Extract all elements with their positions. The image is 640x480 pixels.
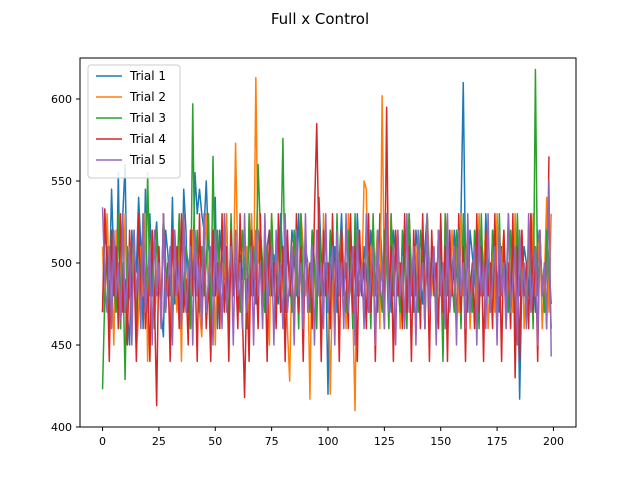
legend-label-trial-1: Trial 1	[129, 69, 166, 83]
y-tick-label: 500	[51, 257, 72, 270]
legend-box	[87, 64, 181, 179]
x-tick-label: 75	[265, 435, 279, 448]
chart-title: Full x Control	[271, 10, 369, 28]
y-tick-label: 600	[51, 93, 72, 106]
axes-layer: 0 25 50 75 100 125 150 175 200 400 450 500 550 600	[51, 93, 564, 448]
legend-label-trial-4: Trial 4	[129, 132, 166, 146]
y-tick-label: 450	[51, 339, 72, 352]
legend: Trial 1 Trial 2 Trial 3 Trial 4 Trial 5	[87, 64, 181, 179]
series-line-trial-4	[101, 106, 550, 407]
x-tick-label: 200	[543, 435, 564, 448]
x-tick-label: 150	[430, 435, 451, 448]
x-tick-label: 50	[208, 435, 222, 448]
x-tick-label: 25	[152, 435, 166, 448]
x-tick-label: 125	[374, 435, 395, 448]
series-layer	[101, 68, 552, 412]
x-tick-label: 100	[318, 435, 339, 448]
legend-label-trial-3: Trial 3	[129, 111, 166, 125]
y-tick-label: 550	[51, 175, 72, 188]
legend-label-trial-5: Trial 5	[129, 153, 166, 167]
series-line-trial-5	[101, 180, 552, 357]
y-tick-label: 400	[51, 421, 72, 434]
x-tick-label: 175	[487, 435, 508, 448]
legend-label-trial-2: Trial 2	[129, 90, 166, 104]
x-tick-label: 0	[99, 435, 106, 448]
